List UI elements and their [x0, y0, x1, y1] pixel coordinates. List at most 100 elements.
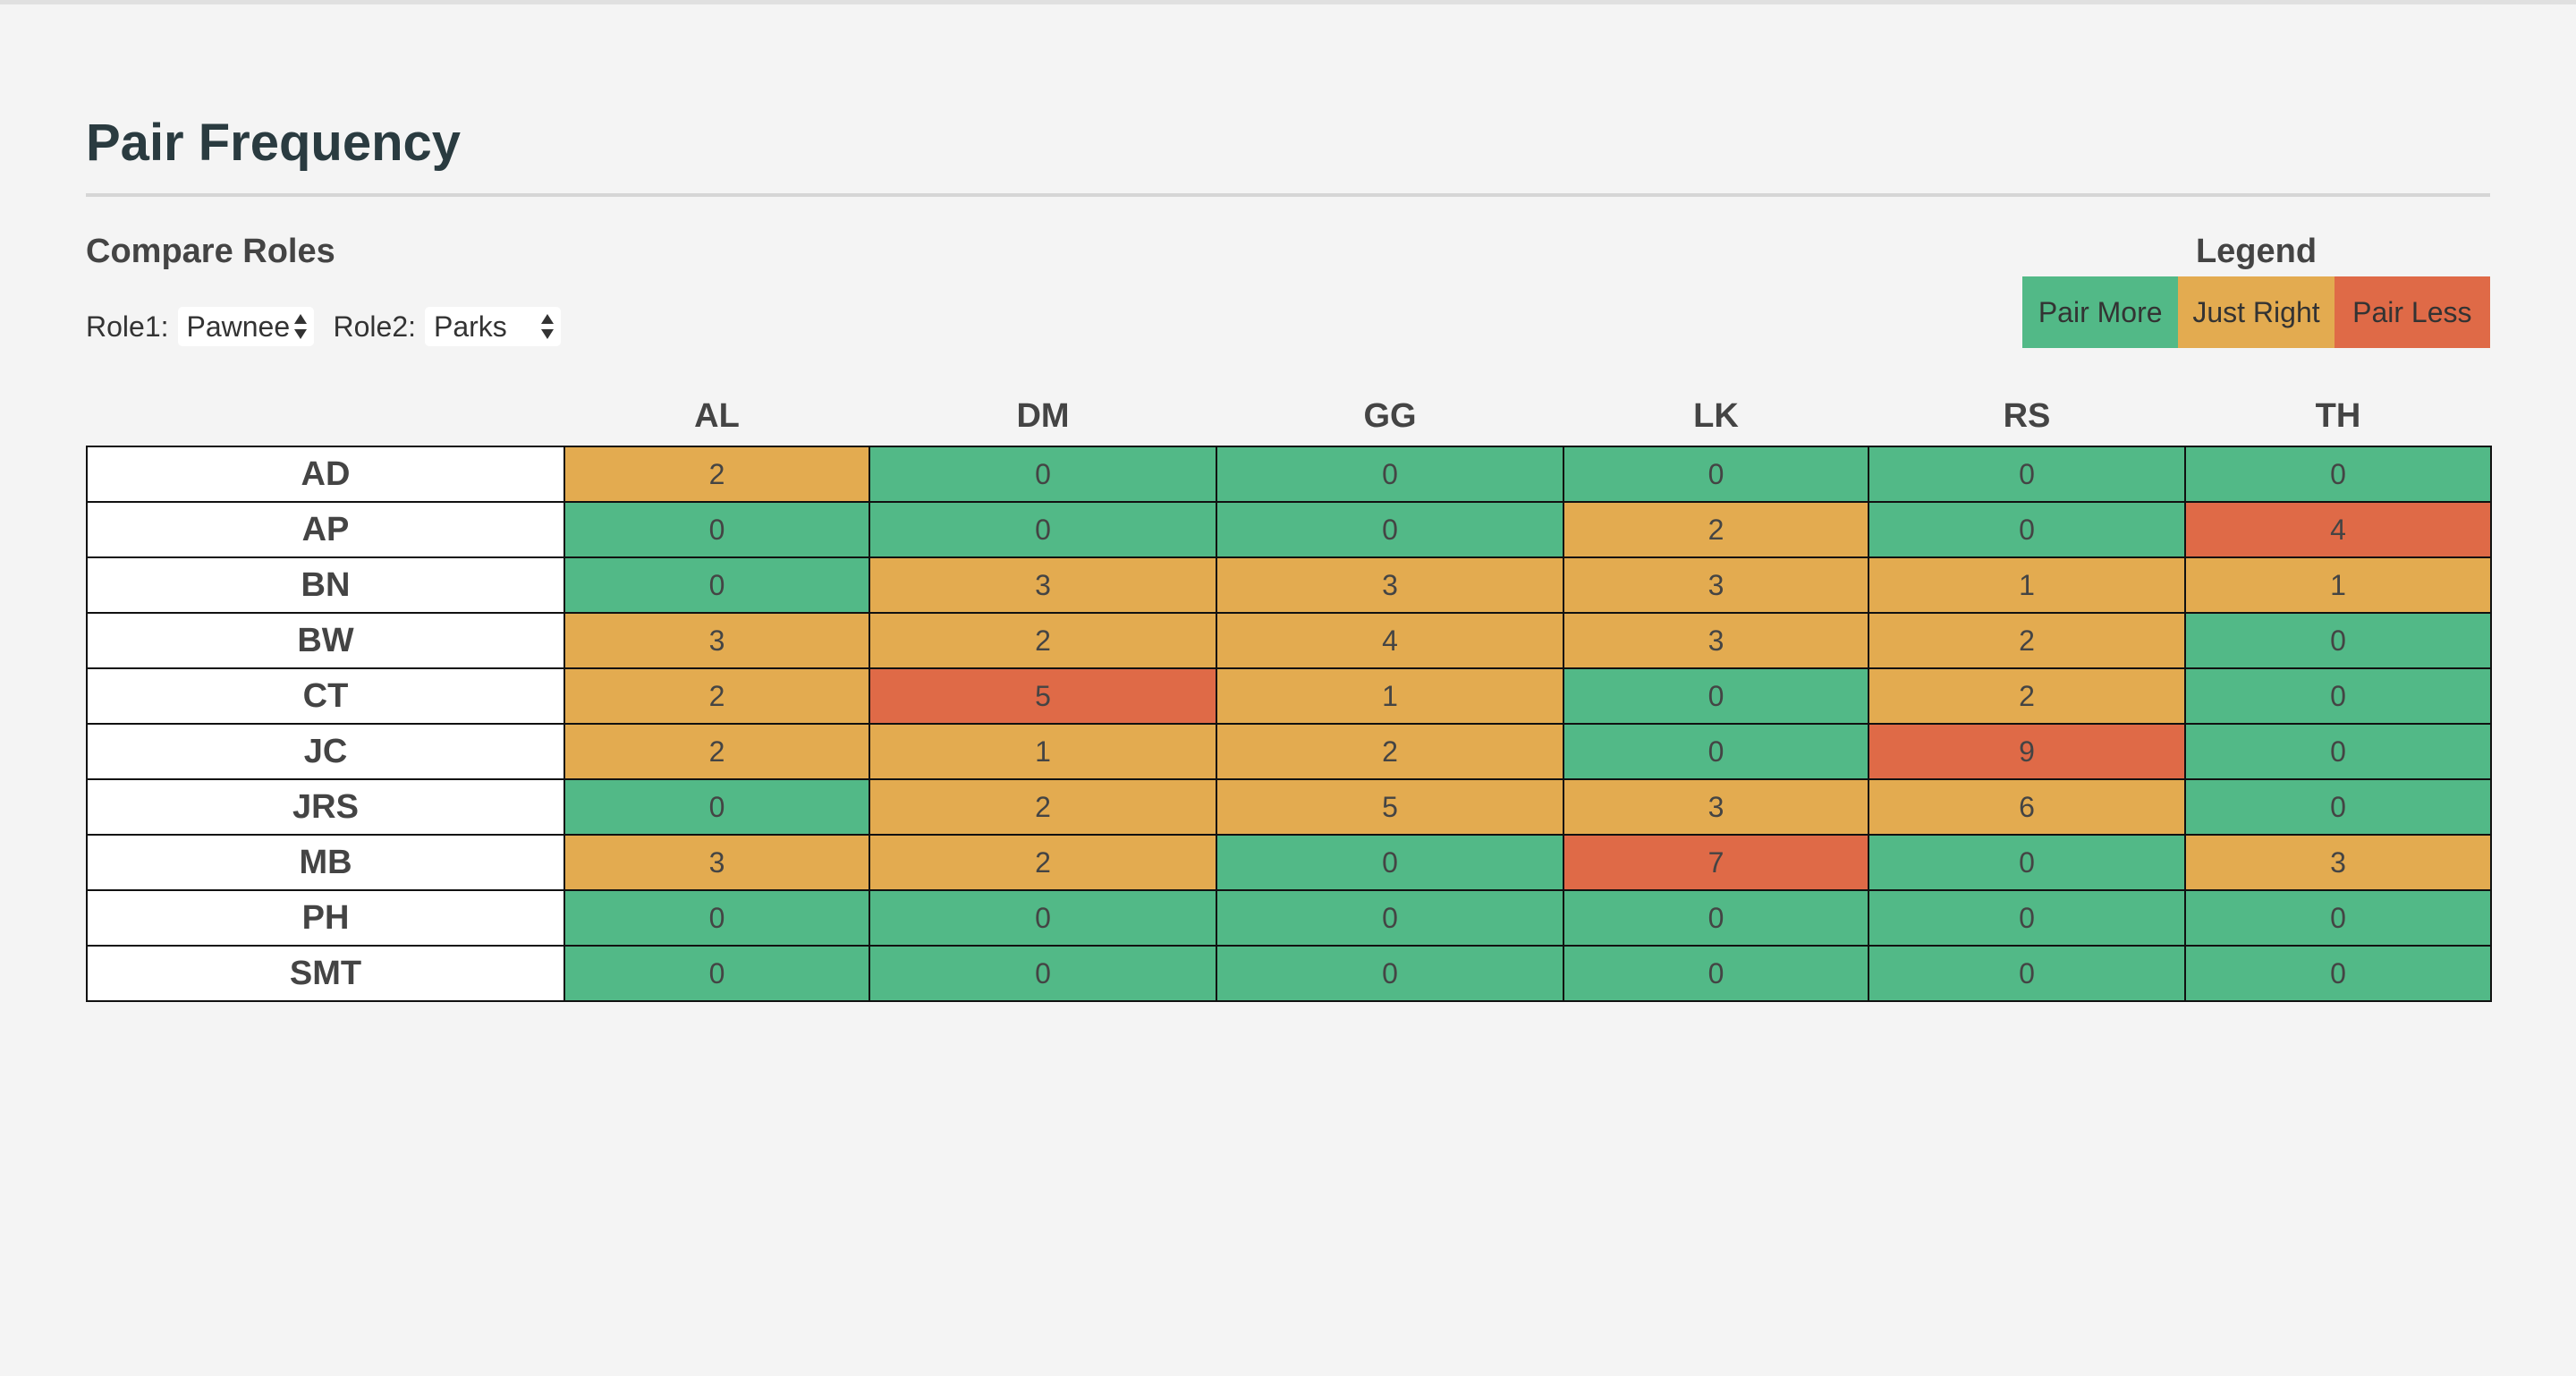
- table-row: MB 3 2 0 7 0 3: [86, 834, 2492, 891]
- frequency-cell: 2: [869, 834, 1217, 891]
- frequency-cell: 0: [2184, 446, 2492, 503]
- frequency-cell: 3: [564, 834, 870, 891]
- frequency-cell: 0: [2184, 945, 2492, 1002]
- corner-header: [87, 386, 564, 446]
- frequency-cell: 7: [1563, 834, 1869, 891]
- table-row: CT 2 5 1 0 2 0: [86, 667, 2492, 725]
- column-header: RS: [2003, 396, 2051, 435]
- frequency-cell: 2: [564, 723, 870, 780]
- pair-frequency-table: AL DM GG LK RS TH AD 2 0 0 0 0 0 AP 0 0 0 2 0 4 BN 0 3 3 3…: [86, 386, 2492, 1002]
- table-row: BW 3 2 4 3 2 0: [86, 612, 2492, 669]
- frequency-cell: 3: [1563, 612, 1869, 669]
- role1-selected-value: Pawnee: [186, 310, 291, 343]
- frequency-cell: 0: [1868, 446, 2186, 503]
- frequency-cell: 3: [564, 612, 870, 669]
- frequency-cell: 0: [1216, 501, 1564, 558]
- frequency-cell: 0: [1868, 945, 2186, 1002]
- legend-pair-less-label: Pair Less: [2352, 295, 2472, 328]
- table-body: AD 2 0 0 0 0 0 AP 0 0 0 2 0 4 BN 0 3 3 3 1 1 BW 3 2 4 3 2 0 CT 2 5 1 0 2 0…: [86, 446, 2492, 1002]
- row-header: BW: [86, 612, 565, 669]
- frequency-cell: 2: [1868, 667, 2186, 725]
- frequency-cell: 2: [564, 667, 870, 725]
- frequency-cell: 3: [869, 556, 1217, 614]
- frequency-cell: 2: [1563, 501, 1869, 558]
- table-row: AD 2 0 0 0 0 0: [86, 446, 2492, 503]
- legend-pair-more-label: Pair More: [2038, 295, 2163, 328]
- row-header: AP: [86, 501, 565, 558]
- frequency-cell: 0: [2184, 889, 2492, 947]
- frequency-cell: 2: [1216, 723, 1564, 780]
- row-header: BN: [86, 556, 565, 614]
- frequency-cell: 0: [2184, 723, 2492, 780]
- row-header: PH: [86, 889, 565, 947]
- row-header: MB: [86, 834, 565, 891]
- frequency-cell: 6: [1868, 778, 2186, 836]
- frequency-cell: 0: [2184, 612, 2492, 669]
- legend: Legend Pair More Just Right Pair Less: [2022, 229, 2490, 348]
- compare-roles-heading: Compare Roles: [86, 233, 335, 270]
- frequency-cell: 5: [1216, 778, 1564, 836]
- frequency-cell: 9: [1868, 723, 2186, 780]
- select-arrows-icon: [293, 314, 307, 339]
- frequency-cell: 0: [1563, 889, 1869, 947]
- frequency-cell: 0: [1563, 667, 1869, 725]
- frequency-cell: 0: [869, 501, 1217, 558]
- table-row: BN 0 3 3 3 1 1: [86, 556, 2492, 614]
- table-row: SMT 0 0 0 0 0 0: [86, 945, 2492, 1002]
- row-header: AD: [86, 446, 565, 503]
- frequency-cell: 4: [2184, 501, 2492, 558]
- column-header: LK: [1693, 396, 1739, 435]
- frequency-cell: 0: [1563, 945, 1869, 1002]
- frequency-cell: 0: [564, 889, 870, 947]
- legend-title: Legend: [2195, 233, 2318, 270]
- role1-label: Role1:: [86, 310, 169, 343]
- title-divider: [86, 193, 2490, 197]
- page-title: Pair Frequency: [86, 114, 462, 172]
- legend-pair-less: Pair Less: [2334, 276, 2490, 348]
- frequency-cell: 3: [1216, 556, 1564, 614]
- table-row: AP 0 0 0 2 0 4: [86, 501, 2492, 558]
- frequency-cell: 0: [1216, 834, 1564, 891]
- frequency-cell: 0: [564, 778, 870, 836]
- column-header: DM: [1016, 396, 1070, 435]
- frequency-cell: 3: [1563, 556, 1869, 614]
- header-row: AL DM GG LK RS TH: [87, 386, 2491, 446]
- legend-just-right-label: Just Right: [2192, 295, 2320, 328]
- frequency-cell: 0: [1868, 834, 2186, 891]
- row-header: JRS: [86, 778, 565, 836]
- frequency-cell: 1: [2184, 556, 2492, 614]
- role1-select[interactable]: Pawnee: [177, 307, 314, 346]
- role2-selected-value: Parks: [434, 310, 507, 343]
- frequency-cell: 0: [1216, 446, 1564, 503]
- frequency-cell: 0: [1563, 446, 1869, 503]
- top-border: [0, 0, 2576, 4]
- frequency-cell: 1: [869, 723, 1217, 780]
- row-header: CT: [86, 667, 565, 725]
- frequency-cell: 1: [1216, 667, 1564, 725]
- role2-label: Role2:: [333, 310, 417, 343]
- table-row: PH 0 0 0 0 0 0: [86, 889, 2492, 947]
- frequency-cell: 1: [1868, 556, 2186, 614]
- column-header: AL: [694, 396, 740, 435]
- frequency-cell: 0: [869, 945, 1217, 1002]
- frequency-cell: 3: [2184, 834, 2492, 891]
- column-header: TH: [2315, 396, 2361, 435]
- frequency-cell: 4: [1216, 612, 1564, 669]
- select-arrows-icon: [541, 314, 554, 339]
- frequency-cell: 2: [869, 612, 1217, 669]
- frequency-cell: 0: [1868, 889, 2186, 947]
- frequency-cell: 0: [1216, 889, 1564, 947]
- frequency-cell: 0: [564, 501, 870, 558]
- column-header: GG: [1363, 396, 1417, 435]
- frequency-cell: 5: [869, 667, 1217, 725]
- frequency-cell: 0: [2184, 778, 2492, 836]
- legend-just-right: Just Right: [2178, 276, 2334, 348]
- frequency-cell: 2: [869, 778, 1217, 836]
- row-header: SMT: [86, 945, 565, 1002]
- frequency-cell: 0: [869, 889, 1217, 947]
- frequency-cell: 3: [1563, 778, 1869, 836]
- frequency-cell: 0: [564, 945, 870, 1002]
- frequency-cell: 0: [1563, 723, 1869, 780]
- role2-select[interactable]: Parks: [425, 307, 561, 346]
- frequency-cell: 2: [564, 446, 870, 503]
